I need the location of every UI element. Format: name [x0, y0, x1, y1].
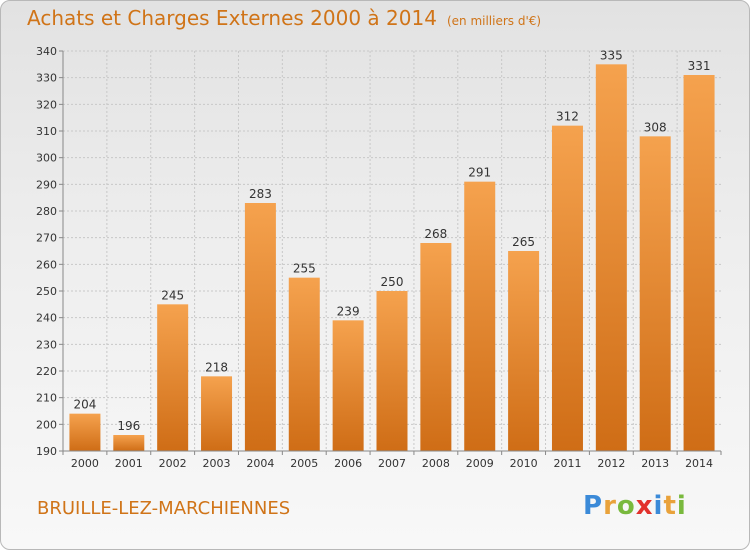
y-tick-label: 270: [36, 232, 57, 245]
bar-value-label: 204: [73, 398, 96, 412]
bar: [332, 320, 364, 451]
y-tick-label: 300: [36, 152, 57, 165]
bar: [113, 435, 145, 451]
bar: [288, 277, 320, 451]
y-tick-label: 210: [36, 392, 57, 405]
x-tick-label: 2006: [334, 457, 362, 470]
logo-letter: o: [616, 491, 636, 521]
bar-value-label: 218: [205, 360, 228, 374]
bar: [420, 243, 452, 451]
x-tick-label: 2000: [71, 457, 99, 470]
bar: [683, 75, 715, 451]
bar: [69, 413, 101, 451]
y-tick-label: 250: [36, 285, 57, 298]
y-tick-label: 230: [36, 338, 57, 351]
bar: [376, 291, 408, 451]
y-tick-label: 280: [36, 205, 57, 218]
chart-title: Achats et Charges Externes 2000 à 2014 (e…: [27, 6, 541, 30]
x-tick-label: 2012: [597, 457, 625, 470]
bar: [464, 181, 496, 451]
title-main: Achats et Charges Externes 2000 à 2014: [27, 6, 437, 30]
logo-letter: x: [635, 491, 654, 521]
logo-letter: P: [583, 491, 604, 521]
y-tick-label: 190: [36, 445, 57, 458]
x-tick-label: 2013: [641, 457, 669, 470]
bar-value-label: 312: [556, 110, 579, 124]
x-tick-label: 2008: [422, 457, 450, 470]
bar: [595, 64, 627, 452]
proxiti-logo: Proxiti: [583, 491, 687, 521]
bar-value-label: 196: [117, 419, 140, 433]
bar: [639, 136, 671, 452]
x-tick-label: 2014: [685, 457, 713, 470]
logo-letter: t: [663, 491, 677, 521]
x-tick-label: 2004: [246, 457, 274, 470]
bar-value-label: 250: [381, 275, 404, 289]
city-name: BRUILLE-LEZ-MARCHIENNES: [37, 498, 291, 519]
y-tick-label: 290: [36, 178, 57, 191]
bar-value-label: 291: [468, 166, 491, 180]
axes: 190 200 210 220 230 240 250 260 270 280 290 300 310 3…: [36, 45, 722, 470]
y-tick-label: 260: [36, 258, 57, 271]
bar: [551, 125, 583, 452]
logo-letter: r: [603, 491, 617, 521]
bar-value-label: 308: [644, 120, 667, 134]
y-tick-label: 330: [36, 72, 57, 85]
y-tick-label: 320: [36, 98, 57, 111]
bar-value-label: 331: [688, 59, 711, 73]
bar: [201, 376, 233, 451]
bar: [244, 203, 276, 451]
x-tick-label: 2011: [553, 457, 581, 470]
bar-value-label: 265: [512, 235, 535, 249]
y-tick-label: 220: [36, 365, 57, 378]
bar: [157, 304, 189, 451]
x-tick-label: 2007: [378, 457, 406, 470]
y-tick-label: 200: [36, 418, 57, 431]
x-tick-label: 2009: [466, 457, 494, 470]
bar-value-label: 255: [293, 262, 316, 276]
logo-letter: i: [653, 491, 664, 521]
bar: [508, 251, 540, 451]
x-tick-label: 2010: [510, 457, 538, 470]
x-tick-label: 2005: [290, 457, 318, 470]
x-tick-label: 2001: [115, 457, 143, 470]
bar-value-label: 335: [600, 48, 623, 62]
bar-value-label: 239: [337, 304, 360, 318]
y-tick-label: 240: [36, 312, 57, 325]
x-tick-label: 2002: [159, 457, 187, 470]
logo-letter: i: [676, 491, 687, 521]
bar-value-label: 283: [249, 187, 272, 201]
bar-value-label: 245: [161, 288, 184, 302]
bar-value-label: 268: [424, 227, 447, 241]
title-unit: (en milliers d'€): [446, 14, 542, 28]
y-tick-label: 340: [36, 45, 57, 58]
bars: 204 196 245 218 283 255 239 250 268 291 265 312 335 3…: [69, 48, 715, 452]
x-tick-label: 2003: [203, 457, 231, 470]
y-tick-label: 310: [36, 125, 57, 138]
